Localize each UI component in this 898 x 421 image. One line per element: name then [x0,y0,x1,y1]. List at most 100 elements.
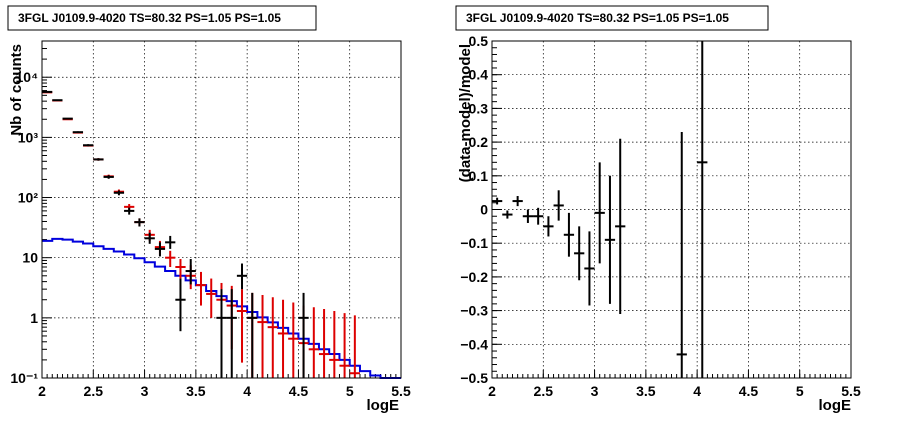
residual-panel: 3FGL J0109.9-4020 TS=80.32 PS=1.05 PS=1.… [455,5,861,414]
counts-y-tick-label: 10² [18,190,39,206]
residual-x-tick-label: 2 [488,383,496,399]
residual-x-tick-label: 3 [591,383,599,399]
model-point [267,297,278,378]
data-point [124,207,135,215]
residual-y-tick-label: −0.5 [460,370,488,386]
model-point [288,302,299,378]
counts-y-tick-label: 10 [22,250,38,266]
residual-x-axis-label: logE [819,397,852,414]
residual-y-tick-label: 0.1 [469,168,489,184]
data-point [93,158,104,161]
residual-point [594,162,605,264]
data-points [42,90,309,378]
data-point [226,289,237,378]
counts-x-tick-label: 4.5 [289,383,309,399]
counts-plot-frame [41,40,402,379]
data-point [247,292,258,378]
counts-y-tick-label: 1 [30,310,38,326]
residual-y-tick-label: −0.1 [460,235,488,251]
model-point [175,259,186,279]
residual-y-tick-label: 0 [480,202,488,218]
model-point [329,310,340,378]
data-point [185,259,196,285]
counts-x-tick-label: 2.5 [84,383,104,399]
counts-x-tick-label: 5 [346,383,354,399]
model-point [236,289,248,363]
data-point [62,117,73,120]
model-point [339,313,350,378]
data-point [144,232,155,244]
data-point [236,263,248,290]
data-point [175,278,186,332]
residual-x-tick-label: 5.5 [841,383,861,399]
counts-tick-labels: 2 2.5 3 3.5 4 4.5 5 5.5 10⁻¹ 1 10 10² 10³ 10⁴ [10,69,411,399]
residual-point [553,190,564,221]
counts-x-tick-label: 3.5 [186,383,206,399]
counts-x-axis-label: logE [367,397,400,414]
residual-y-axis-label: (data-model)/model [457,44,474,182]
residual-point [533,207,544,225]
data-point [103,175,114,179]
counts-x-tick-label: 5.5 [391,383,411,399]
model-point [318,309,330,378]
residual-point [512,196,523,207]
residual-title-box [455,5,769,31]
residual-y-tick-label: −0.4 [460,336,488,352]
source-model-line [42,237,401,379]
residual-grid [491,40,852,379]
counts-y-tick-label: 10⁻¹ [10,370,38,386]
data-point [42,90,53,93]
residual-point [574,226,585,281]
model-point [165,250,176,268]
counts-panel: 3FGL J0109.9-4020 TS=80.32 PS=1.05 PS=1.… [7,5,411,414]
data-point [72,131,84,134]
residual-y-tick-label: 0.4 [469,67,489,83]
data-point [298,292,309,378]
data-point [216,289,227,378]
residual-point [563,212,575,257]
residual-tick-labels: 2 2.5 3 3.5 4 4.5 5 5.5 −0.5 −0.4 −0.3 −0.2 −0.1 0 0.1… [460,33,861,399]
model-point [308,307,319,378]
counts-x-tick-label: 2 [38,383,46,399]
residual-plot-frame [491,40,852,379]
residual-point [522,209,534,223]
data-point [52,99,63,102]
residual-points [492,41,708,378]
residual-x-tick-label: 4 [693,383,701,399]
model-point [349,315,360,378]
model-point [277,299,289,378]
residual-point [584,231,595,306]
data-point [154,242,166,257]
residual-y-tick-label: 0.2 [469,134,489,150]
counts-y-tick-label: 10³ [18,129,39,145]
residual-point [502,210,513,219]
residual-point [676,131,687,378]
counts-y-axis-label: Nb of counts [8,44,25,136]
counts-x-tick-label: 4 [243,383,251,399]
model-point [257,294,268,378]
residual-x-tick-label: 3.5 [636,383,656,399]
data-point [165,235,176,249]
model-point [206,278,217,318]
residual-y-tick-label: −0.3 [460,303,488,319]
counts-title-box [7,5,317,31]
source-model-histogram [42,237,401,379]
counts-title: 3FGL J0109.9-4020 TS=80.32 PS=1.05 PS=1.… [18,11,281,25]
counts-x-tick-label: 3 [141,383,149,399]
residual-point [615,138,626,314]
residual-title: 3FGL J0109.9-4020 TS=80.32 PS=1.05 PS=1.… [466,11,729,25]
data-point [113,190,125,196]
model-point [195,271,207,306]
residual-point [604,175,616,304]
residual-y-tick-label: −0.2 [460,269,488,285]
residual-x-tick-label: 4.5 [739,383,759,399]
residual-x-tick-label: 2.5 [534,383,554,399]
residual-x-tick-label: 5 [796,383,804,399]
data-point [134,218,145,227]
residual-point [543,216,554,237]
model-total-points [42,91,360,378]
residual-point [697,41,708,378]
residual-point [492,197,503,205]
residual-y-tick-label: 0.5 [469,33,489,49]
